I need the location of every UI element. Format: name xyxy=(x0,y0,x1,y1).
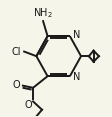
Text: N: N xyxy=(72,72,79,82)
Text: Cl: Cl xyxy=(11,47,21,57)
Text: NH$_2$: NH$_2$ xyxy=(33,6,53,20)
Text: N: N xyxy=(72,30,79,40)
Text: O: O xyxy=(24,100,32,110)
Text: O: O xyxy=(13,80,20,90)
